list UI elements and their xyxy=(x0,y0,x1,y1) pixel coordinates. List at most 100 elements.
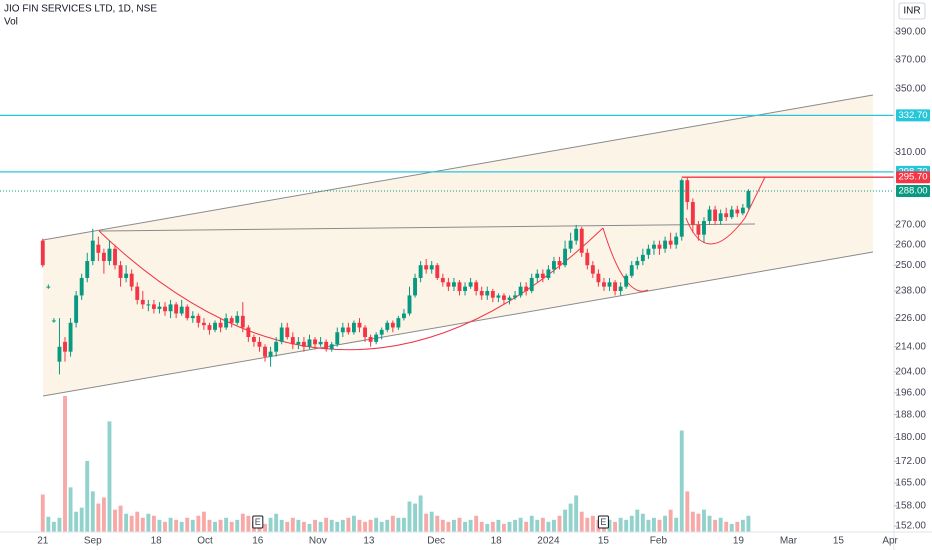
candle-body xyxy=(301,341,306,347)
volume-bar xyxy=(201,511,206,532)
volume-label: Vol xyxy=(4,17,18,28)
volume-bar xyxy=(168,517,173,532)
x-tick-label: Mar xyxy=(780,536,798,547)
candle-body xyxy=(124,273,129,278)
x-tick-label: 19 xyxy=(733,536,745,547)
y-tick-label: 350.00 xyxy=(895,83,926,94)
volume-bar xyxy=(63,396,67,532)
volume-bar xyxy=(746,515,751,532)
event-box xyxy=(252,515,264,529)
volume-bar xyxy=(129,515,134,532)
volume-bar xyxy=(679,430,684,532)
y-tick-label: 165.00 xyxy=(895,478,926,489)
x-tick-label: 18 xyxy=(151,536,163,547)
volume-bar xyxy=(113,509,117,532)
candle-body xyxy=(729,209,734,218)
volume-bar xyxy=(229,521,234,532)
volume-bar xyxy=(418,495,423,532)
volume-bar xyxy=(607,519,612,532)
candle-body xyxy=(479,291,484,296)
volume-bar xyxy=(524,521,529,532)
candle-body xyxy=(396,318,401,328)
x-tick-label: 18 xyxy=(491,536,503,547)
volume-bar xyxy=(546,521,551,532)
volume-bar xyxy=(635,509,640,532)
candle-body xyxy=(418,265,423,278)
volume-bar xyxy=(74,511,79,532)
candle-body xyxy=(607,282,612,287)
candle-body xyxy=(296,341,301,345)
volume-bar xyxy=(240,513,245,532)
x-tick-label: Feb xyxy=(650,536,668,547)
volume-bar xyxy=(218,519,223,532)
volume-bar xyxy=(590,515,595,532)
volume-bar xyxy=(118,505,123,532)
volume-bar xyxy=(135,511,140,532)
volume-bar xyxy=(707,515,712,532)
volume-bar xyxy=(213,521,217,532)
volume-bar xyxy=(401,517,406,532)
candle-body xyxy=(313,339,317,345)
volume-bar xyxy=(646,519,651,532)
volume-bar xyxy=(351,515,356,532)
candle-body xyxy=(552,261,556,270)
volume-bar xyxy=(513,519,518,532)
candle-body xyxy=(407,295,412,314)
candle-body xyxy=(635,261,640,266)
candle-body xyxy=(524,286,529,292)
candle-body xyxy=(257,341,262,347)
candle-body xyxy=(263,346,267,357)
volume-bar xyxy=(490,521,495,532)
candle-body xyxy=(74,295,79,323)
volume-bar xyxy=(640,513,645,532)
volume-bar xyxy=(396,517,401,532)
candle-body xyxy=(390,322,395,328)
candle-body xyxy=(129,273,134,287)
volume-bar xyxy=(207,519,212,532)
volume-bar xyxy=(57,517,62,532)
price-label: 288.00 xyxy=(898,186,927,197)
volume-bar xyxy=(446,521,451,532)
candle-body xyxy=(435,265,440,278)
volume-bar xyxy=(740,519,745,532)
price-label-box xyxy=(896,109,930,122)
candle-body xyxy=(307,339,312,347)
x-tick-label: Apr xyxy=(882,536,898,547)
candle-body xyxy=(529,277,534,292)
candle-body xyxy=(557,261,562,266)
candle-body xyxy=(468,282,473,287)
candle-body xyxy=(340,327,345,333)
volume-bar xyxy=(385,519,390,532)
candle-body xyxy=(163,306,167,312)
volume-bar xyxy=(724,521,729,532)
candle-body xyxy=(690,202,695,225)
candle-body xyxy=(351,322,356,333)
event-label: E xyxy=(255,517,261,527)
candle-body xyxy=(518,286,523,296)
volume-bar xyxy=(496,519,501,532)
volume-bar xyxy=(224,517,229,532)
candle-body xyxy=(596,273,601,283)
candle-body xyxy=(274,341,279,352)
candle-body xyxy=(190,315,195,319)
event-label: E xyxy=(600,517,606,527)
currency-box xyxy=(898,2,926,20)
volume-bar xyxy=(263,523,267,532)
volume-bar xyxy=(290,517,295,532)
volume-bar xyxy=(274,513,279,532)
volume-bar xyxy=(502,523,506,532)
candle-body xyxy=(513,295,518,298)
y-tick-label: 226.00 xyxy=(895,313,926,324)
volume-bar xyxy=(440,519,445,532)
x-tick-label: 21 xyxy=(37,536,49,547)
volume-bar xyxy=(568,503,573,532)
volume-bar xyxy=(368,519,373,532)
volume-bar xyxy=(424,513,429,532)
currency: INR xyxy=(903,6,920,17)
candle-body xyxy=(463,286,468,292)
candle-body xyxy=(602,282,606,287)
chart-title: JIO FIN SERVICES LTD, 1D, NSE xyxy=(4,4,157,15)
candle-body xyxy=(546,269,551,278)
volume-bar xyxy=(285,521,290,532)
y-tick-label: 270.00 xyxy=(895,220,926,231)
